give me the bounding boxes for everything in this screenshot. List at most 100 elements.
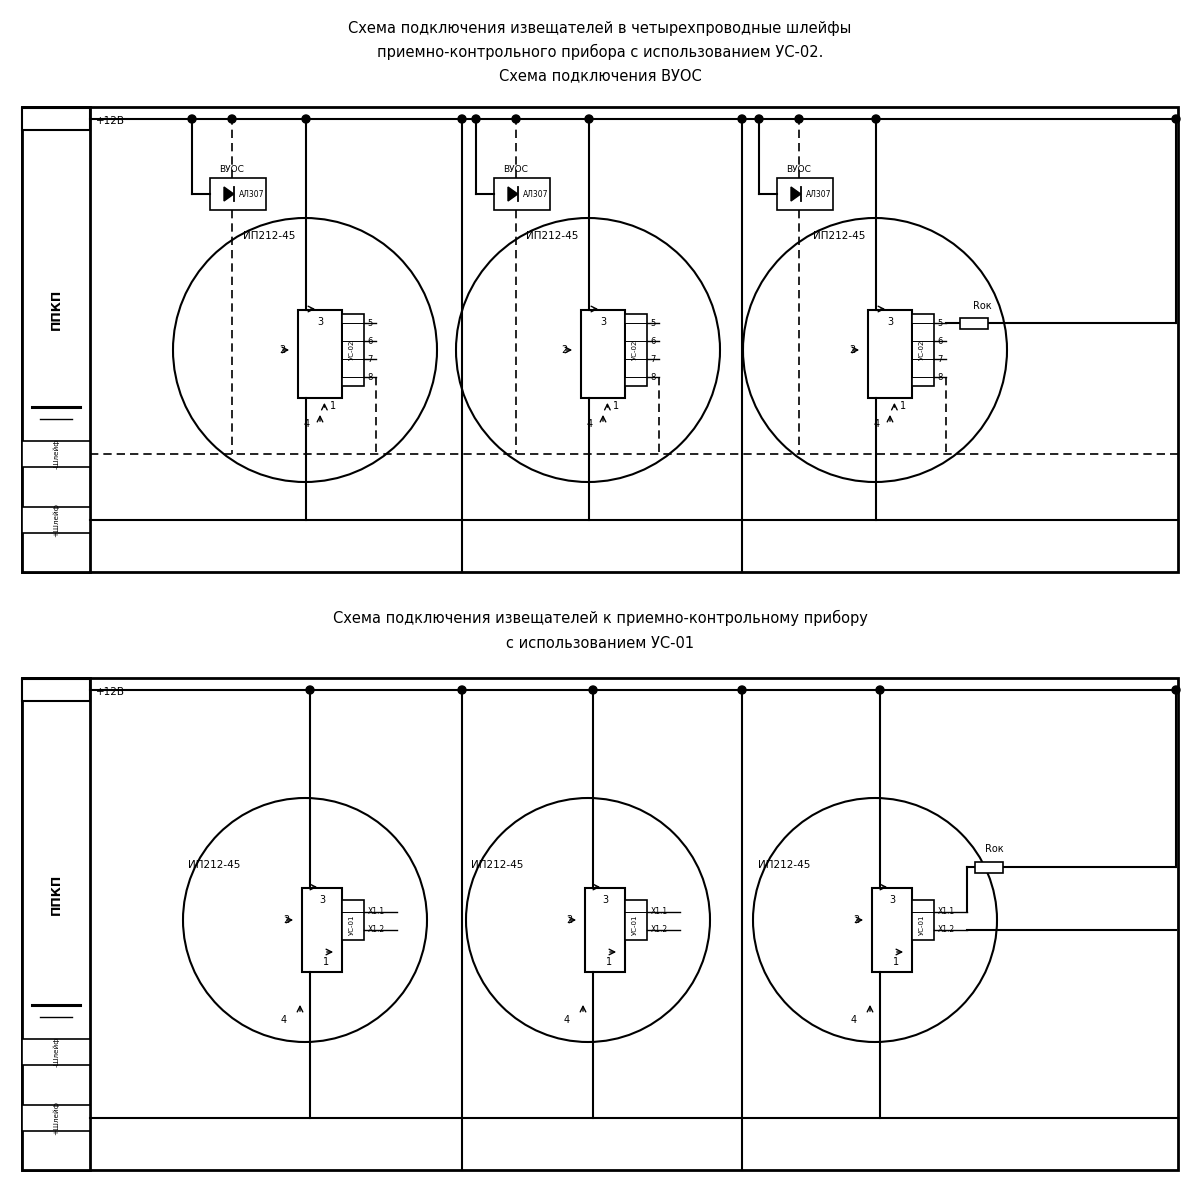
Text: Rок: Rок — [985, 844, 1003, 854]
Text: АЛ307: АЛ307 — [523, 190, 548, 198]
Text: ВУОС: ВУОС — [220, 166, 245, 174]
Text: +12В: +12В — [96, 686, 125, 697]
Bar — [22, 1105, 90, 1130]
Bar — [868, 310, 912, 398]
Text: X1.1: X1.1 — [652, 907, 668, 917]
Bar — [976, 862, 1003, 872]
Text: ИП212-45: ИП212-45 — [188, 860, 240, 870]
Bar — [581, 310, 625, 398]
Text: +Шлейф: +Шлейф — [53, 503, 59, 536]
Text: 2: 2 — [283, 914, 289, 925]
Bar — [22, 108, 90, 130]
Text: 4: 4 — [874, 419, 880, 428]
Text: 1: 1 — [613, 401, 619, 410]
Circle shape — [472, 115, 480, 124]
Circle shape — [876, 686, 884, 694]
Text: 8: 8 — [937, 372, 942, 382]
Text: 8: 8 — [650, 372, 655, 382]
Circle shape — [586, 115, 593, 124]
Text: 8: 8 — [367, 372, 372, 382]
Text: X1.1: X1.1 — [938, 907, 955, 917]
Text: 7: 7 — [367, 354, 372, 364]
Text: УС-01: УС-01 — [632, 914, 638, 935]
Polygon shape — [791, 187, 800, 202]
Bar — [22, 107, 1178, 572]
Text: 2: 2 — [853, 914, 859, 925]
Text: ИП212-45: ИП212-45 — [814, 230, 865, 241]
Circle shape — [228, 115, 236, 124]
Text: Схема подключения извещателей в четырехпроводные шлейфы: Схема подключения извещателей в четырехп… — [348, 20, 852, 36]
Text: ППКП: ППКП — [49, 874, 62, 914]
Text: 3: 3 — [889, 895, 895, 905]
Text: 5: 5 — [937, 318, 942, 328]
Text: 1: 1 — [900, 401, 906, 410]
Circle shape — [738, 686, 746, 694]
Text: УС-01: УС-01 — [349, 914, 355, 935]
Text: УС-02: УС-02 — [919, 340, 925, 360]
Bar — [22, 440, 90, 467]
Circle shape — [306, 686, 314, 694]
Text: с использованием УС-01: с использованием УС-01 — [506, 636, 694, 652]
Text: Rок: Rок — [973, 301, 991, 311]
Text: 4: 4 — [304, 419, 310, 428]
Text: 6: 6 — [650, 336, 655, 346]
Bar — [22, 506, 90, 533]
Circle shape — [872, 115, 880, 124]
Bar — [342, 314, 364, 386]
Bar — [586, 888, 625, 972]
Text: УС-02: УС-02 — [632, 340, 638, 360]
Bar — [22, 678, 90, 1170]
Text: 7: 7 — [650, 354, 655, 364]
Circle shape — [512, 115, 520, 124]
Text: +Шлейф: +Шлейф — [53, 1102, 59, 1135]
Bar — [912, 314, 934, 386]
Text: -Шлейф: -Шлейф — [53, 1037, 59, 1067]
Text: 3: 3 — [602, 895, 608, 905]
Bar — [625, 900, 647, 940]
Circle shape — [458, 686, 466, 694]
Text: 1: 1 — [606, 958, 612, 967]
Text: 7: 7 — [937, 354, 942, 364]
Text: 3: 3 — [887, 317, 893, 326]
Text: 5: 5 — [367, 318, 372, 328]
Text: Схема подключения извещателей к приемно-контрольному прибору: Схема подключения извещателей к приемно-… — [332, 610, 868, 626]
Bar — [22, 107, 90, 572]
Text: 3: 3 — [319, 895, 325, 905]
Text: 1: 1 — [330, 401, 336, 410]
Circle shape — [755, 115, 763, 124]
Text: 2: 2 — [278, 346, 286, 355]
Text: X1.2: X1.2 — [368, 925, 385, 935]
Bar — [872, 888, 912, 972]
Text: +12В: +12В — [96, 116, 125, 126]
Text: 3: 3 — [317, 317, 323, 326]
Text: УС-02: УС-02 — [349, 340, 355, 360]
Text: 3: 3 — [600, 317, 606, 326]
Text: 4: 4 — [851, 1015, 857, 1025]
Circle shape — [1172, 115, 1180, 124]
Text: ИП212-45: ИП212-45 — [242, 230, 295, 241]
Bar — [22, 1039, 90, 1066]
Text: 4: 4 — [281, 1015, 287, 1025]
Text: УС-01: УС-01 — [919, 914, 925, 935]
Text: 2: 2 — [848, 346, 856, 355]
Text: 4: 4 — [564, 1015, 570, 1025]
Bar — [494, 178, 550, 210]
Bar — [625, 314, 647, 386]
Circle shape — [188, 115, 196, 124]
Text: ВУОС: ВУОС — [504, 166, 528, 174]
Text: X1.1: X1.1 — [368, 907, 385, 917]
Text: АЛ307: АЛ307 — [806, 190, 832, 198]
Text: 4: 4 — [587, 419, 593, 428]
Text: -Шлейф: -Шлейф — [53, 439, 59, 469]
Text: 1: 1 — [893, 958, 899, 967]
Text: ИП212-45: ИП212-45 — [526, 230, 578, 241]
Text: 2: 2 — [562, 346, 568, 355]
Text: 6: 6 — [937, 336, 942, 346]
Bar — [912, 900, 934, 940]
Text: ППКП: ППКП — [49, 289, 62, 330]
Circle shape — [1172, 686, 1180, 694]
Circle shape — [796, 115, 803, 124]
Text: 5: 5 — [650, 318, 655, 328]
Text: X1.2: X1.2 — [938, 925, 955, 935]
Text: 6: 6 — [367, 336, 372, 346]
